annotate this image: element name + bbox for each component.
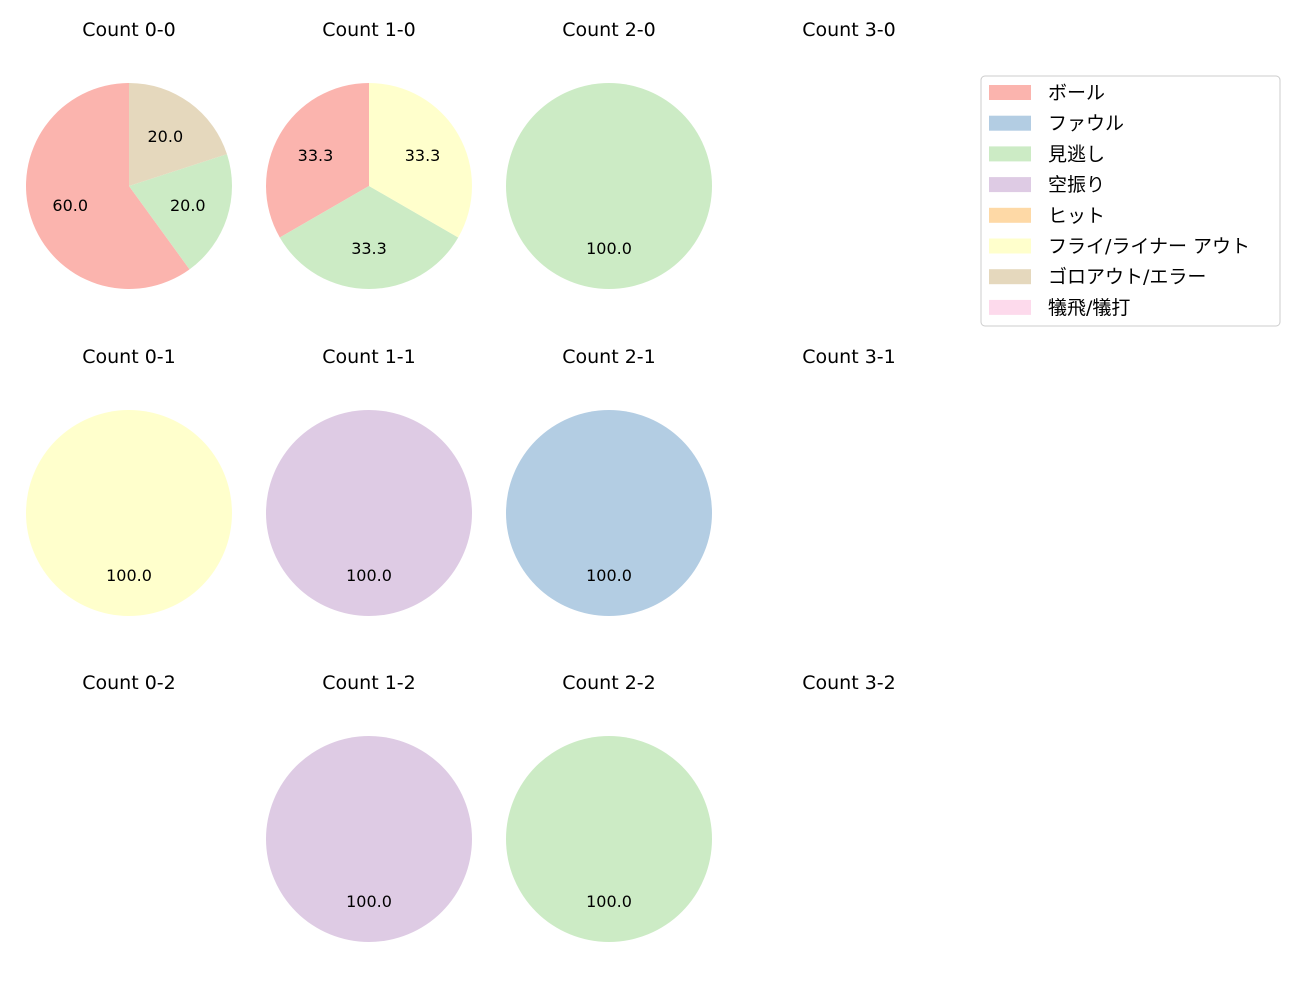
legend-label: 犠飛/犠打: [1048, 297, 1130, 319]
pie-slice: [266, 736, 472, 942]
legend-entry: 犠飛/犠打: [989, 297, 1130, 319]
subplot: Count 1-1 100.0: [266, 346, 472, 616]
legend-entry: 見逃し: [989, 143, 1105, 165]
pie-slice: [506, 736, 712, 942]
subplot: Count 2-0 100.0: [506, 19, 712, 289]
legend-entry: フライ/ライナー アウト: [989, 236, 1250, 258]
legend-label: ボール: [1048, 82, 1105, 104]
legend-entry: ヒット: [989, 205, 1105, 227]
pie-slice: [369, 83, 472, 238]
slice-label: 33.3: [405, 146, 441, 165]
pie-slice: [506, 83, 712, 289]
legend-swatch: [989, 299, 1031, 315]
slice-label: 100.0: [346, 892, 392, 911]
legend-swatch: [989, 146, 1031, 162]
legend-label: 見逃し: [1048, 143, 1105, 165]
legend-swatch: [989, 177, 1031, 193]
legend-entry: ゴロアウト/エラー: [989, 266, 1206, 288]
legend-entry: ボール: [989, 82, 1105, 104]
legend-swatch: [989, 269, 1031, 285]
subplot: Count 0-1 100.0: [26, 346, 232, 616]
subplot-title: Count 3-2: [802, 672, 896, 694]
subplot: Count 3-1: [802, 346, 896, 368]
subplot-title: Count 2-1: [562, 346, 656, 368]
subplot-title: Count 3-1: [802, 346, 896, 368]
pie-slice: [266, 410, 472, 616]
pie-slice: [26, 410, 232, 616]
legend-entry: ファウル: [989, 113, 1124, 135]
slice-label: 20.0: [148, 127, 184, 146]
pie-slice: [25, 83, 190, 289]
slice-label: 33.3: [298, 146, 334, 165]
legend-swatch: [989, 238, 1031, 254]
pie-slice: [506, 410, 712, 616]
subplot-title: Count 0-0: [82, 19, 176, 41]
subplot-title: Count 2-2: [562, 672, 656, 694]
slice-label: 100.0: [106, 566, 152, 585]
subplot: Count 0-0 60.0 20.0 20.0: [25, 19, 232, 289]
pie-slice: [129, 83, 227, 186]
legend-label: フライ/ライナー アウト: [1048, 236, 1250, 258]
slice-label: 33.3: [351, 239, 387, 258]
legend-swatch: [989, 207, 1031, 223]
subplot: Count 3-2: [802, 672, 896, 694]
legend-entry: 空振り: [989, 174, 1105, 196]
subplot-title: Count 1-1: [322, 346, 416, 368]
subplot-title: Count 1-0: [322, 19, 416, 41]
subplot: Count 2-1 100.0: [506, 346, 712, 616]
subplot: Count 3-0: [802, 19, 896, 41]
legend-label: ファウル: [1048, 113, 1124, 135]
subplot-title: Count 2-0: [562, 19, 656, 41]
subplot-title: Count 0-2: [82, 672, 176, 694]
legend-label: ヒット: [1048, 205, 1105, 227]
legend-swatch: [989, 85, 1031, 100]
pie-slice: [129, 154, 232, 270]
slice-label: 20.0: [170, 196, 206, 215]
legend-frame: [980, 75, 1281, 327]
slice-label: 100.0: [586, 892, 632, 911]
subplot: Count 0-2: [82, 672, 176, 694]
slice-label: 60.0: [52, 196, 88, 215]
subplot: Count 2-2 100.0: [506, 672, 712, 942]
subplot: Count 1-2 100.0: [266, 672, 472, 942]
subplot-title: Count 3-0: [802, 19, 896, 41]
slice-label: 100.0: [346, 566, 392, 585]
legend-label: 空振り: [1048, 174, 1105, 196]
pie-slice: [266, 83, 369, 238]
slice-label: 100.0: [586, 566, 632, 585]
subplots: Count 0-0 60.0 20.0 20.0 Count 1-0 33.3 33.3 33…: [25, 19, 896, 942]
legend-swatch: [989, 115, 1031, 131]
legend-label: ゴロアウト/エラー: [1048, 266, 1206, 288]
subplot-title: Count 1-2: [322, 672, 416, 694]
slice-label: 100.0: [586, 239, 632, 258]
subplot-title: Count 0-1: [82, 346, 176, 368]
subplot: Count 1-0 33.3 33.3 33.3: [266, 19, 472, 289]
